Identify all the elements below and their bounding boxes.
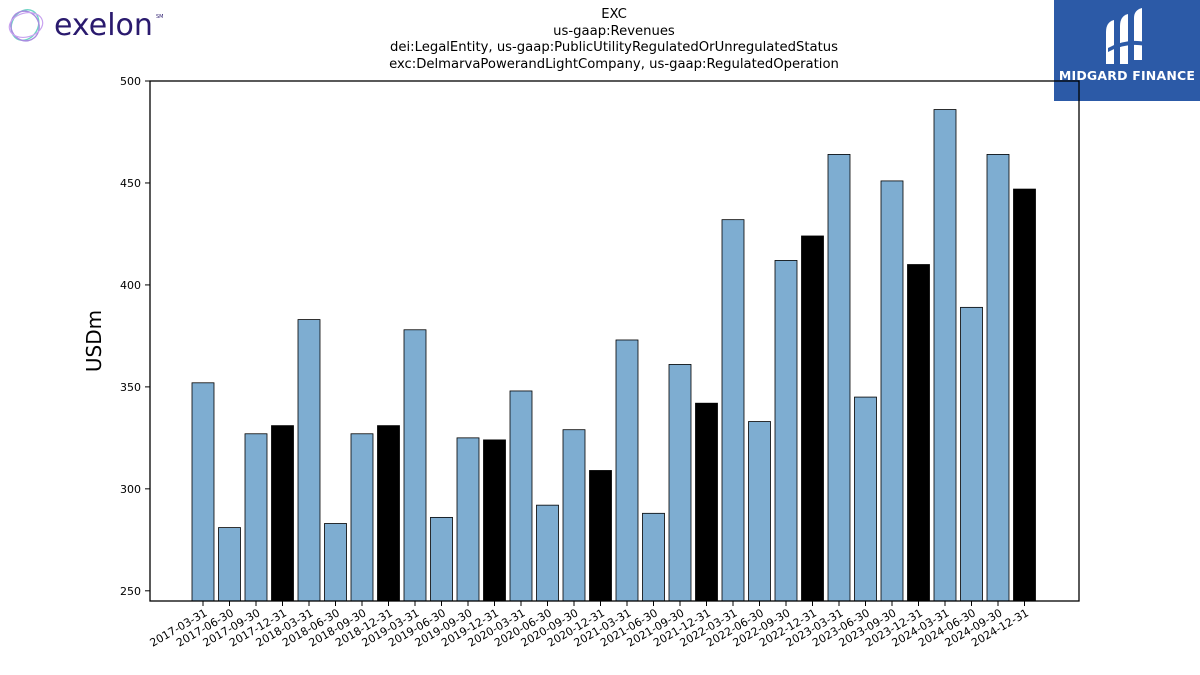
exelon-logo-text: exelon <box>54 8 153 43</box>
bar-2018-06-30 <box>324 523 347 602</box>
bar-2017-12-31 <box>271 425 294 602</box>
exelon-service-mark: SM <box>156 14 164 20</box>
bar-2017-06-30 <box>218 527 241 602</box>
bar-2023-09-30 <box>880 180 904 602</box>
bar-2019-09-30 <box>456 437 480 602</box>
midgard-logo-text: MIDGARD FINANCE <box>1058 68 1196 83</box>
y-tick-label-400: 400 <box>120 279 141 292</box>
midgard-finance-logo: MIDGARD FINANCE <box>1054 0 1200 101</box>
y-tick-label-350: 350 <box>120 381 141 394</box>
y-axis: 250 300 350 400 450 500 <box>120 75 150 598</box>
bar-2021-12-31 <box>695 402 718 602</box>
bar-2021-06-30 <box>642 512 665 602</box>
bar-2022-09-30 <box>774 260 798 602</box>
midgard-logo-icon <box>1106 8 1146 64</box>
bar-2022-03-31 <box>721 219 745 602</box>
chart-subtitle-dimensions: dei:LegalEntity, us-gaap:PublicUtilityRe… <box>390 40 838 55</box>
bar-2023-06-30 <box>854 396 877 602</box>
bar-2024-06-30 <box>960 306 983 602</box>
bar-2022-12-31 <box>801 235 824 602</box>
bar-2019-06-30 <box>430 516 453 602</box>
bar-2017-09-30 <box>244 433 268 602</box>
bar-2018-09-30 <box>350 433 374 602</box>
bar-2021-03-31 <box>615 339 639 602</box>
bar-series <box>191 109 1036 602</box>
bar-2020-03-31 <box>509 390 533 602</box>
bar-2024-03-31 <box>933 109 957 602</box>
x-axis: 2017-03-312017-06-302017-09-302017-12-31… <box>148 601 1031 650</box>
bar-2024-12-31 <box>1013 188 1036 602</box>
plot-frame <box>149 80 1080 602</box>
y-tick-label-300: 300 <box>120 483 141 496</box>
bar-2017-03-31 <box>191 382 215 602</box>
y-tick-label-250: 250 <box>120 585 141 598</box>
y-tick-label-500: 500 <box>120 75 141 88</box>
y-axis-label: USDm <box>82 310 106 372</box>
bar-2020-12-31 <box>589 470 612 602</box>
exelon-logo: exelon SM <box>4 4 174 48</box>
bar-2018-03-31 <box>297 319 321 602</box>
bar-2018-12-31 <box>377 425 400 602</box>
y-tick-label-450: 450 <box>120 177 141 190</box>
bar-2020-06-30 <box>536 504 559 602</box>
chart-subtitle-members: exc:DelmarvaPowerandLightCompany, us-gaa… <box>389 56 839 72</box>
bar-2019-12-31 <box>483 439 506 602</box>
chart-subtitle-concept: us-gaap:Revenues <box>553 23 675 39</box>
bar-2024-09-30 <box>986 154 1010 602</box>
chart-title: EXC <box>601 7 627 22</box>
bar-2022-06-30 <box>748 421 771 602</box>
bar-2021-09-30 <box>668 364 692 602</box>
bar-2020-09-30 <box>562 429 586 602</box>
chart-title-block: EXC us-gaap:Revenues dei:LegalEntity, us… <box>264 7 964 73</box>
bar-2023-03-31 <box>827 154 851 602</box>
bar-2023-12-31 <box>907 264 930 602</box>
exelon-logo-icon: exelon SM <box>8 8 164 43</box>
bar-2019-03-31 <box>403 329 427 602</box>
